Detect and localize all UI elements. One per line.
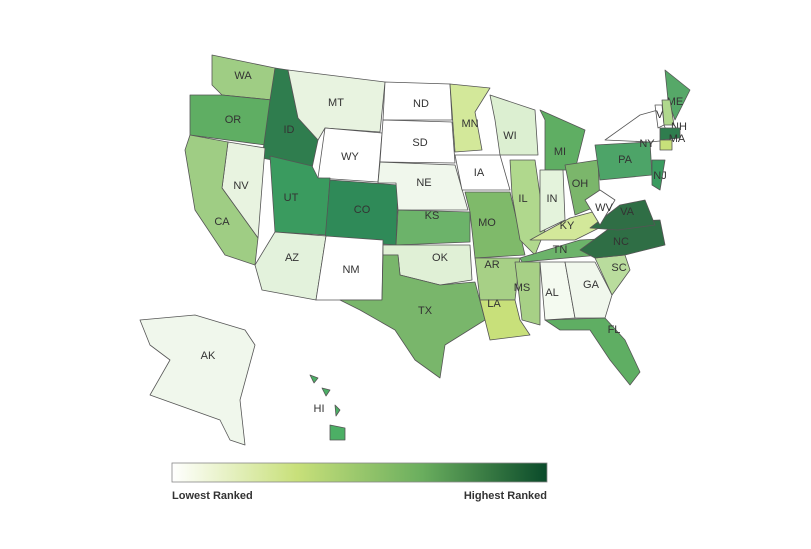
state-shape bbox=[589, 199, 656, 231]
state-shape bbox=[454, 154, 511, 191]
state-label: CA bbox=[214, 216, 230, 228]
state-shape bbox=[395, 209, 471, 246]
state-shape bbox=[254, 231, 327, 301]
state-label: IN bbox=[547, 193, 558, 205]
state-label: ND bbox=[413, 98, 429, 110]
state-label: CO bbox=[354, 204, 371, 216]
state-label: IL bbox=[518, 193, 527, 205]
state-label: AL bbox=[545, 287, 558, 299]
legend-bar bbox=[171, 462, 548, 483]
state-label: PA bbox=[618, 154, 633, 166]
state-label: TN bbox=[553, 244, 568, 256]
state-shape bbox=[309, 374, 319, 384]
state-label: WA bbox=[234, 70, 252, 82]
state-shape bbox=[659, 127, 681, 141]
state-label: OH bbox=[572, 178, 589, 190]
state-shape bbox=[651, 159, 666, 191]
state-label: KY bbox=[560, 220, 575, 232]
state-label: AK bbox=[201, 350, 216, 362]
state-label: NY bbox=[639, 138, 655, 150]
state-label: NM bbox=[342, 264, 359, 276]
state-shape bbox=[339, 254, 486, 379]
state-label: LA bbox=[487, 298, 501, 310]
state-shape bbox=[464, 191, 526, 259]
state-shape bbox=[329, 424, 346, 441]
state-shape bbox=[489, 94, 539, 156]
state-label: KS bbox=[425, 210, 440, 222]
state-label: AR bbox=[484, 259, 499, 271]
state-label: MT bbox=[328, 97, 344, 109]
state-label: FL bbox=[608, 324, 621, 336]
state-shape bbox=[544, 317, 641, 386]
state-label: MS bbox=[514, 282, 531, 294]
state-shape bbox=[584, 189, 616, 226]
state-shape bbox=[659, 139, 673, 151]
state-label: MA bbox=[669, 133, 686, 145]
state-shape bbox=[539, 109, 586, 171]
state-shape bbox=[139, 314, 256, 446]
state-shape bbox=[564, 261, 613, 319]
state-label: MO bbox=[478, 217, 496, 229]
state-shape bbox=[334, 404, 341, 417]
state-shape bbox=[479, 299, 531, 341]
legend-low: Lowest Ranked bbox=[172, 490, 253, 502]
state-label: GA bbox=[583, 279, 600, 291]
state-label: MN bbox=[461, 118, 478, 130]
state-shape bbox=[321, 387, 331, 397]
state-label: SC bbox=[611, 262, 626, 274]
legend-high: Highest Ranked bbox=[464, 490, 547, 502]
state-label: IA bbox=[474, 167, 485, 179]
state-shape bbox=[449, 83, 491, 153]
state-label: SD bbox=[412, 137, 427, 149]
states: WA OR ID MT WY NV CA UT CO AZ NM ND SD NE KS OK TX MN IA MO… bbox=[139, 54, 691, 446]
state-shape bbox=[661, 99, 675, 126]
state-label: WI bbox=[503, 130, 516, 142]
state-label: OR bbox=[225, 114, 242, 126]
state-label: OK bbox=[432, 252, 449, 264]
state-label: WY bbox=[341, 151, 359, 163]
state-label: WV bbox=[595, 202, 613, 214]
state-label: MI bbox=[554, 146, 566, 158]
state-shape bbox=[539, 169, 566, 233]
state-label: HI bbox=[314, 403, 325, 415]
state-shape bbox=[514, 261, 541, 326]
state-label: NJ bbox=[653, 170, 666, 182]
state-label: NC bbox=[613, 236, 629, 248]
state-label: TX bbox=[418, 305, 433, 317]
state-label: VA bbox=[620, 206, 635, 218]
state-label: UT bbox=[284, 192, 299, 204]
state-label: AZ bbox=[285, 252, 299, 264]
state-label: ID bbox=[284, 124, 295, 136]
state-shape bbox=[382, 81, 453, 121]
state-label: NE bbox=[416, 177, 431, 189]
state-label: NV bbox=[233, 180, 249, 192]
state-shape bbox=[379, 119, 456, 164]
